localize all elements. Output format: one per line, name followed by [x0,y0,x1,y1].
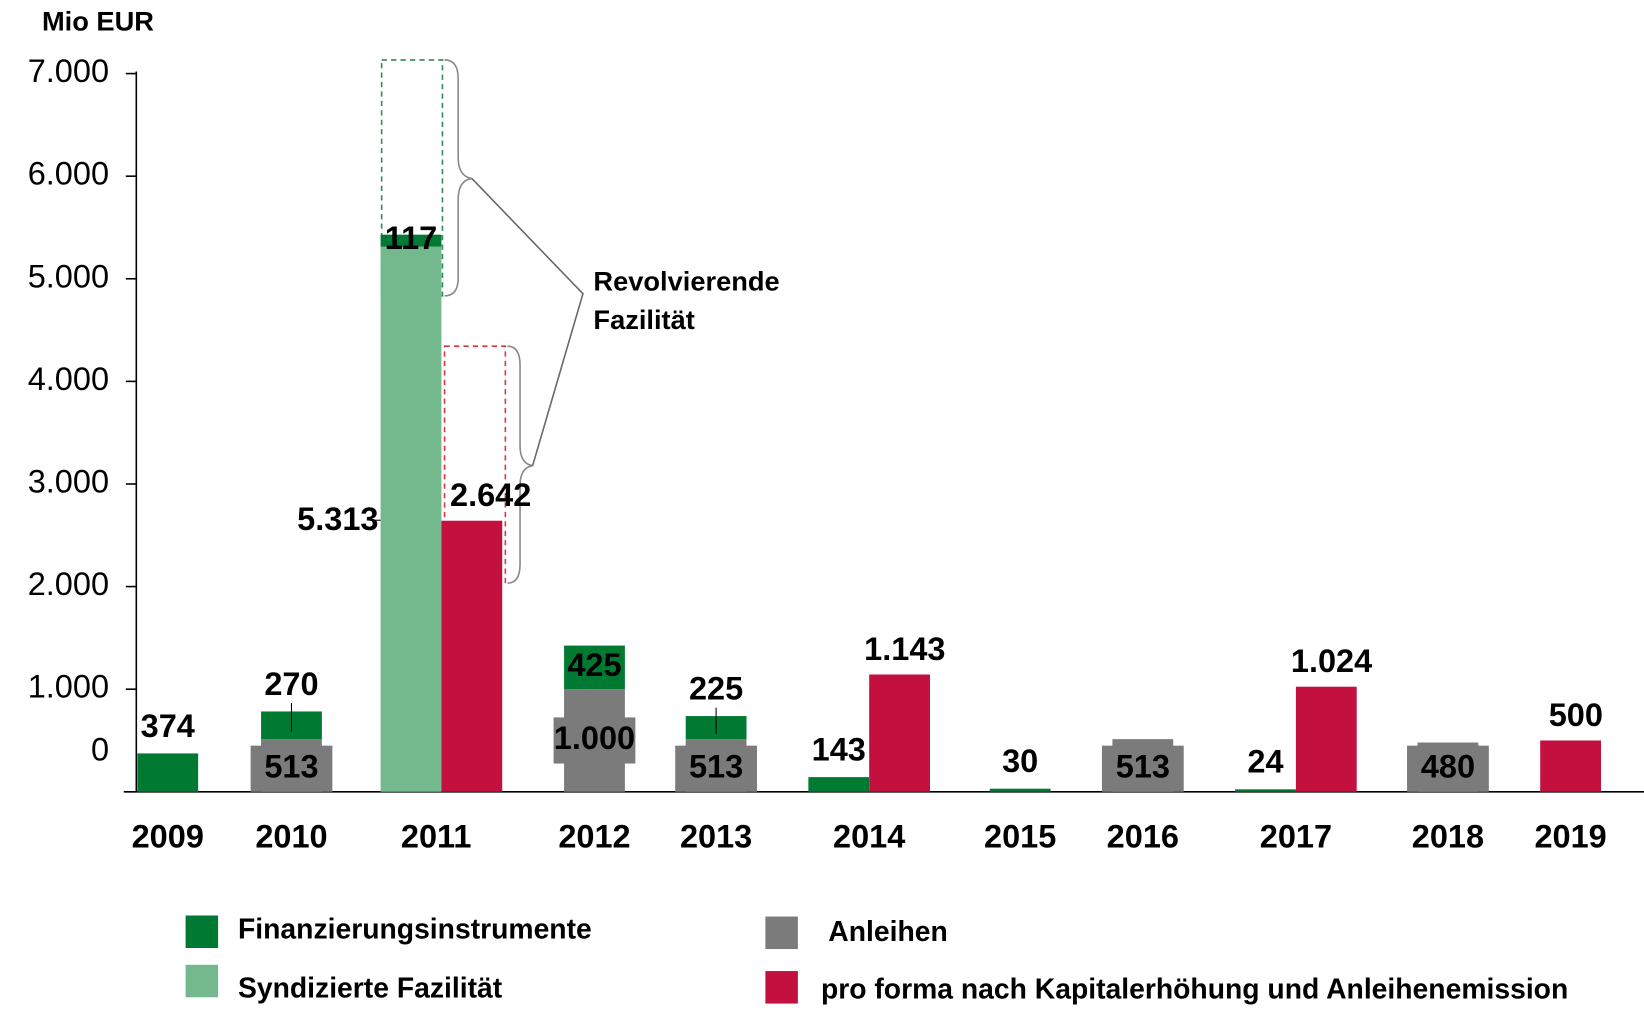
brace [444,59,472,297]
value-label: 270 [264,666,318,702]
y-tick-label: 0 [91,732,109,768]
bar [441,520,503,792]
brace [507,345,533,584]
y-axis-label: Mio EUR [42,5,154,36]
x-tick-label: 2016 [1107,819,1179,855]
y-tick-label: 4.000 [28,361,109,397]
dashed-box [443,345,507,584]
value-label: 117 [385,220,437,256]
bar-segment [1235,789,1296,792]
legend-label: Anleihen [828,915,947,947]
y-tick-label: 3.000 [28,464,109,500]
x-tick-label: 2011 [401,819,472,855]
value-label: 425 [567,647,621,683]
value-label: 24 [1247,744,1283,780]
value-label: 225 [689,670,743,706]
legend-label: Syndizierte Fazilität [238,971,503,1003]
value-label: 5.313 [297,501,378,537]
x-tick-label: 2009 [132,819,204,855]
value-label: 513 [689,748,743,784]
value-label: 513 [1116,748,1170,784]
value-label: 374 [141,708,195,744]
legend-swatch [185,964,219,998]
label-box [1101,745,1184,792]
y-tick-label: 5.000 [28,258,109,294]
legend-label: Finanzierungsinstrumente [238,913,592,945]
bar-segment [989,788,1051,792]
value-label: 30 [1002,743,1038,779]
x-tick-label: 2017 [1260,819,1332,855]
dashed-box [380,59,444,297]
label-box [250,745,333,792]
legend-swatch [765,916,798,950]
x-tick-label: 2014 [833,819,905,855]
legend-swatch [765,971,798,1004]
value-label: 480 [1421,748,1475,784]
annotation-line: Fazilität [593,304,694,335]
bar [869,674,930,792]
value-label: 1.000 [554,720,635,756]
legend-swatch [185,915,219,949]
value-label: 513 [264,748,318,784]
x-tick-label: 2010 [255,819,327,855]
value-label: 1.024 [1291,643,1372,679]
bar [1540,740,1602,792]
bar-segment [564,645,625,690]
y-tick-label: 2.000 [28,566,109,602]
label-box [553,717,636,764]
x-tick-label: 2013 [680,819,752,855]
label-box [1407,745,1489,792]
x-tick-label: 2015 [984,819,1056,855]
y-tick-label: 1.000 [28,669,109,705]
value-label: 1.143 [864,631,945,667]
annotation-text: Revolvierende Fazilität [593,265,779,335]
value-label: 500 [1549,697,1603,733]
bar-segment [137,753,199,792]
value-label: 143 [812,732,866,768]
connector [471,177,584,466]
bar [1295,686,1357,792]
y-tick-label: 6.000 [28,156,109,192]
revolving-facility-marker [380,59,584,584]
y-tick-label: 7.000 [28,53,109,89]
x-tick-label: 2012 [558,819,630,855]
x-tick-label: 2019 [1534,819,1606,855]
bar-segment [808,777,870,792]
bar-segment [380,246,442,792]
x-tick-label: 2018 [1412,819,1484,855]
value-label: 2.642 [450,477,531,513]
label-box [675,745,757,792]
bar-segment [380,234,442,247]
annotation: Revolvierende Fazilität [593,265,779,335]
annotation-line: Revolvierende [593,265,779,296]
legend-label: pro forma nach Kapitalerhöhung und Anlei… [821,972,1568,1004]
